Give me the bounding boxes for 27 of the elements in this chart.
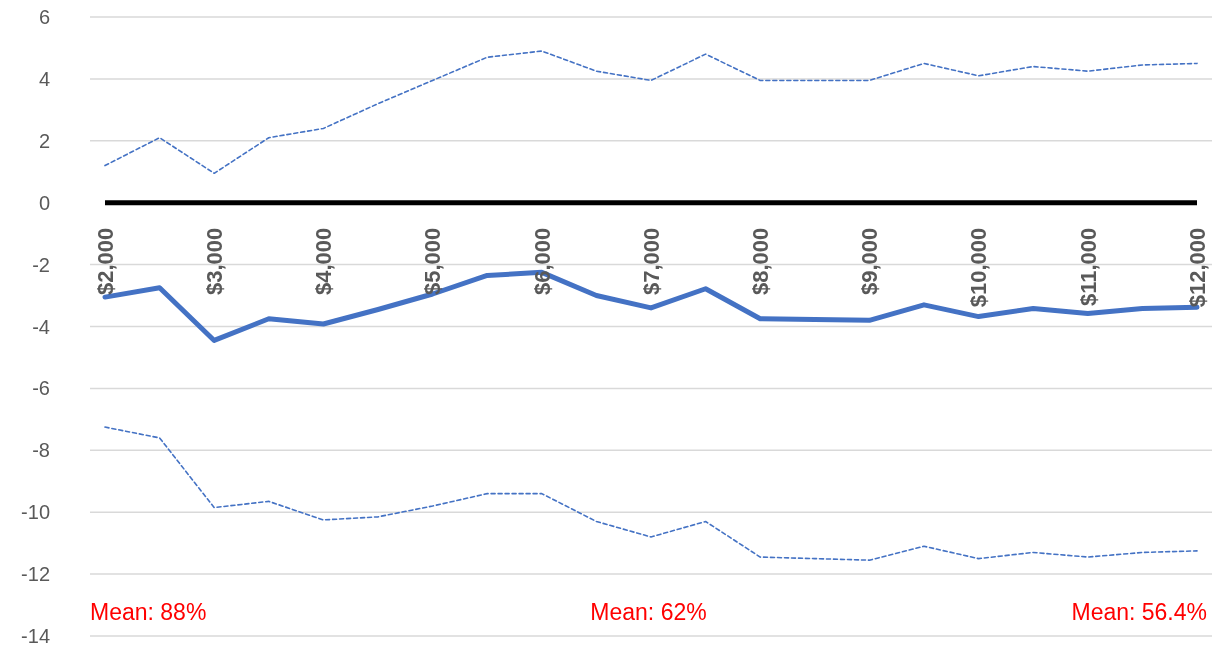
x-tick-label: $5,000 bbox=[420, 227, 446, 295]
x-tick-label: $10,000 bbox=[966, 227, 992, 308]
y-tick-label: -4 bbox=[32, 315, 50, 338]
x-tick-label: $8,000 bbox=[747, 227, 773, 295]
x-tick-label: $12,000 bbox=[1184, 227, 1210, 308]
y-tick-label: -8 bbox=[32, 439, 50, 462]
y-tick-label: -2 bbox=[32, 253, 50, 276]
annotation: Mean: 88% bbox=[90, 599, 207, 625]
x-tick-label: $4,000 bbox=[311, 227, 337, 295]
x-tick-label: $6,000 bbox=[529, 227, 555, 295]
y-tick-label: -10 bbox=[21, 501, 50, 524]
x-tick-label: $9,000 bbox=[857, 227, 883, 295]
y-tick-label: -12 bbox=[21, 563, 50, 586]
y-tick-label: 0 bbox=[38, 191, 50, 214]
y-tick-label: -6 bbox=[32, 377, 50, 400]
x-tick-label: $3,000 bbox=[201, 227, 227, 295]
y-tick-label: 4 bbox=[38, 67, 50, 90]
x-tick-label: $2,000 bbox=[92, 227, 118, 295]
annotation: Mean: 62% bbox=[590, 599, 707, 625]
x-tick-label: $7,000 bbox=[638, 227, 664, 295]
y-tick-label: 2 bbox=[38, 129, 50, 152]
annotation: Mean: 56.4% bbox=[1071, 599, 1207, 625]
x-tick-label: $11,000 bbox=[1075, 227, 1101, 307]
line-series bbox=[104, 50, 1198, 175]
y-tick-label: -14 bbox=[21, 625, 50, 647]
line-series bbox=[104, 426, 1198, 561]
y-tick-label: 6 bbox=[38, 6, 50, 28]
